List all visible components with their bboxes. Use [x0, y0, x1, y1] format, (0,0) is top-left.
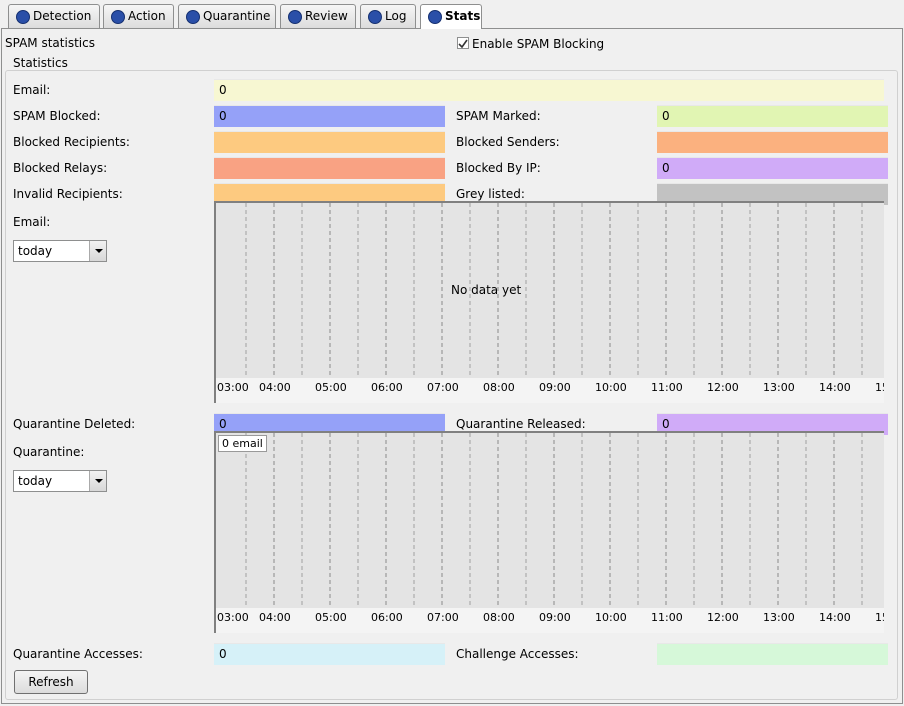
chart-label: Quarantine:	[13, 445, 85, 459]
period-dropdown[interactable]: today	[13, 470, 107, 492]
tab[interactable]: Detection	[8, 4, 100, 28]
x-tick-label: 12:00	[707, 381, 739, 394]
x-tick-label: 15:00	[875, 611, 884, 624]
x-tick-label: 08:00	[483, 381, 515, 394]
value-text: 0	[662, 161, 670, 175]
field-label: Blocked Recipients:	[13, 135, 130, 149]
x-tick-label: 13:00	[763, 611, 795, 624]
x-tick-label: 07:00	[427, 611, 459, 624]
field-value: 0	[214, 105, 445, 127]
chart-area: 03:00 04:00 05:00 06:00 07:00 08:00 09:00 10:00…	[214, 201, 884, 403]
field-label: Grey listed:	[456, 187, 525, 201]
x-tick-label: 03:00	[217, 611, 249, 624]
chart-area: 03:00 04:00 05:00 06:00 07:00 08:00 09:00 10:00…	[214, 431, 884, 633]
chart-grid	[216, 203, 884, 403]
group-title: Statistics	[10, 56, 71, 70]
field-label: Blocked Relays:	[13, 161, 108, 175]
x-tick-label: 09:00	[539, 611, 571, 624]
field-label: Blocked Senders:	[456, 135, 560, 149]
x-tick-label: 14:00	[819, 611, 851, 624]
field-value: 0	[657, 157, 888, 179]
field-value: 0	[657, 105, 888, 127]
x-tick-label: 06:00	[371, 381, 403, 394]
field-label: Quarantine Deleted:	[13, 417, 136, 431]
checkbox[interactable]	[457, 37, 469, 49]
x-tick-label: 11:00	[651, 381, 683, 394]
x-tick-label: 10:00	[595, 611, 627, 624]
x-tick-label: 04:00	[259, 611, 291, 624]
chart-label: Email:	[13, 215, 51, 229]
axis-strip	[216, 608, 884, 633]
field-value	[657, 131, 888, 153]
x-tick-label: 06:00	[371, 611, 403, 624]
field-label: Email:	[13, 83, 51, 97]
field-value: 0	[214, 413, 445, 435]
field-value	[214, 157, 445, 179]
dropdown-arrow[interactable]	[89, 471, 106, 491]
field-label: SPAM Marked:	[456, 109, 541, 123]
value-text: 0	[219, 83, 227, 97]
x-tick-label: 14:00	[819, 381, 851, 394]
field-value: 0	[214, 643, 445, 665]
x-tick-label: 12:00	[707, 611, 739, 624]
x-tick-label: 05:00	[315, 611, 347, 624]
axis-strip	[216, 378, 884, 403]
tab[interactable]: Stats	[420, 4, 482, 29]
x-tick-label: 03:00	[217, 381, 249, 394]
x-tick-label: 05:00	[315, 381, 347, 394]
page-title: SPAM statistics	[5, 36, 95, 50]
group-box	[5, 70, 898, 700]
period-dropdown[interactable]: today	[13, 240, 107, 262]
field-value	[214, 183, 445, 205]
field-value: 0	[214, 79, 884, 101]
x-tick-label: 07:00	[427, 381, 459, 394]
x-tick-label: 11:00	[651, 611, 683, 624]
x-tick-label: 10:00	[595, 381, 627, 394]
field-label: Challenge Accesses:	[456, 647, 579, 661]
value-text: 0	[219, 417, 227, 431]
tab[interactable]: Action	[103, 4, 174, 28]
chart-grid	[216, 433, 884, 633]
checkbox-label[interactable]: Enable SPAM Blocking	[472, 37, 605, 51]
field-value: 0	[657, 413, 888, 435]
field-label: Quarantine Accesses:	[13, 647, 143, 661]
field-label: SPAM Blocked:	[13, 109, 101, 123]
field-value	[657, 183, 888, 205]
dropdown-arrow[interactable]	[89, 241, 106, 261]
field-label: Invalid Recipients:	[13, 187, 123, 201]
value-text: 0	[662, 109, 670, 123]
x-tick-label: 13:00	[763, 381, 795, 394]
chart-legend: 0 email	[218, 435, 267, 452]
field-value	[214, 131, 445, 153]
dropdown-text: today	[18, 474, 53, 488]
x-tick-label: 08:00	[483, 611, 515, 624]
value-text: 0	[219, 109, 227, 123]
tab[interactable]: Log	[360, 4, 416, 28]
x-tick-label: 09:00	[539, 381, 571, 394]
dropdown-text: today	[18, 244, 53, 258]
x-tick-label: 04:00	[259, 381, 291, 394]
refresh-button[interactable]: Refresh	[14, 670, 88, 694]
tab[interactable]: Review	[280, 4, 356, 28]
field-value	[657, 643, 888, 665]
value-text: 0	[662, 417, 670, 431]
value-text: 0	[219, 647, 227, 661]
x-tick-label: 15:00	[875, 381, 884, 394]
field-label: Blocked By IP:	[456, 161, 541, 175]
field-label: Quarantine Released:	[456, 417, 586, 431]
check-mark	[458, 39, 468, 49]
tab[interactable]: Quarantine	[178, 4, 276, 28]
chart-message: No data yet	[451, 283, 522, 297]
